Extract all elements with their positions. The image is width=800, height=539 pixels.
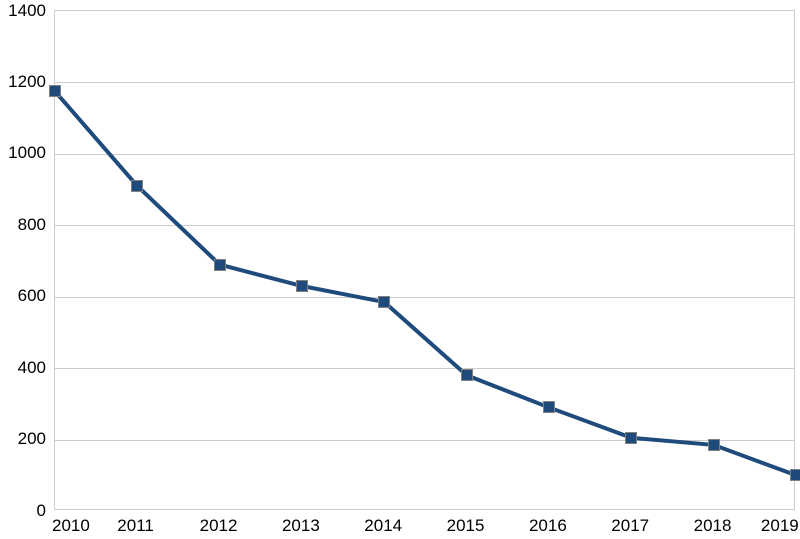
x-tick-label: 2010 (52, 516, 90, 536)
y-tick-label: 1000 (8, 143, 46, 163)
x-tick-label: 2015 (447, 516, 485, 536)
data-marker (543, 401, 555, 413)
data-marker (296, 280, 308, 292)
series-line (55, 11, 796, 511)
x-tick-label: 2019 (761, 516, 799, 536)
x-tick-label: 2012 (200, 516, 238, 536)
y-tick-label: 400 (18, 358, 46, 378)
y-tick-label: 800 (18, 215, 46, 235)
y-tick-label: 600 (18, 286, 46, 306)
x-tick-label: 2013 (282, 516, 320, 536)
x-tick-label: 2017 (611, 516, 649, 536)
y-tick-label: 200 (18, 429, 46, 449)
data-marker (214, 259, 226, 271)
data-marker (131, 180, 143, 192)
x-tick-label: 2018 (694, 516, 732, 536)
data-marker (378, 296, 390, 308)
x-tick-label: 2014 (364, 516, 402, 536)
data-marker (49, 85, 61, 97)
y-tick-label: 1400 (8, 1, 46, 21)
data-marker (461, 369, 473, 381)
x-tick-label: 2016 (529, 516, 567, 536)
line-chart: 0 200 400 600 800 1000 1200 1400 2010 2011 2012 20… (0, 0, 800, 539)
x-tick-label: 2011 (117, 516, 154, 536)
data-marker (625, 432, 637, 444)
plot-area (54, 10, 795, 510)
data-marker (708, 439, 720, 451)
y-tick-label: 1200 (8, 72, 46, 92)
y-tick-label: 0 (37, 501, 46, 521)
data-marker (790, 469, 800, 481)
